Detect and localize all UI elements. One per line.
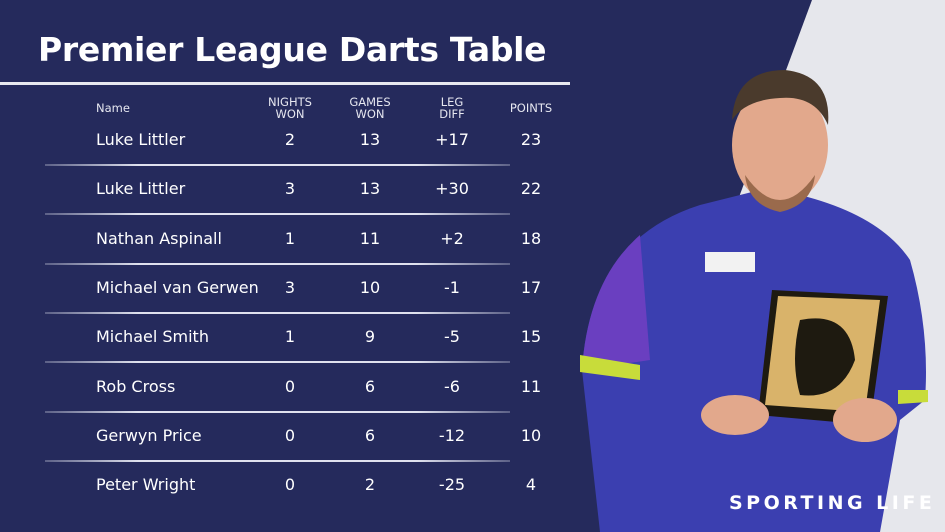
cell-name: Luke Littler (96, 179, 186, 199)
cell-nights: 0 (284, 425, 296, 445)
cell-points: 4 (525, 475, 537, 495)
cell-nights: 0 (284, 475, 296, 495)
cell-nights: 2 (284, 130, 296, 149)
cell-leg: -1 (444, 277, 460, 297)
row-divider (45, 459, 510, 462)
cell-games: 2 (364, 475, 376, 495)
cell-games: 13 (359, 179, 381, 199)
header-leg-line2: DIFF (439, 107, 465, 121)
cell-name: Gerwyn Price (96, 425, 202, 445)
cell-points: 11 (520, 376, 542, 396)
cell-games: 9 (364, 327, 376, 347)
cell-leg: +17 (435, 130, 469, 149)
table-row: Michael Smith 1 9 -5 15 (0, 327, 580, 376)
cell-games: 6 (364, 425, 376, 445)
cell-leg: -12 (438, 425, 466, 445)
header-games-won: GAMES WON (335, 96, 405, 120)
cell-leg: -6 (444, 376, 460, 396)
cell-leg: -25 (438, 475, 466, 495)
cell-name: Nathan Aspinall (96, 228, 222, 248)
cell-nights: 1 (284, 228, 296, 248)
title-underline (0, 82, 570, 85)
cell-points: 15 (520, 327, 542, 347)
cell-leg: -5 (444, 327, 460, 347)
table-row: Michael van Gerwen 3 10 -1 17 (0, 278, 580, 327)
cell-points: 17 (520, 277, 542, 297)
cell-points: 23 (520, 130, 542, 149)
cell-name: Michael van Gerwen (96, 277, 259, 297)
table-row: Gerwyn Price 0 6 -12 10 (0, 426, 580, 475)
cell-name: Rob Cross (96, 376, 176, 396)
header-leg-line1: LEG (440, 95, 464, 109)
row-divider (45, 311, 510, 314)
row-divider (45, 361, 510, 364)
header-nights-line1: NIGHTS (268, 95, 312, 109)
table-row: Rob Cross 0 6 -6 11 (0, 377, 580, 426)
cell-points: 10 (520, 425, 542, 445)
cell-points: 22 (520, 179, 542, 199)
page-title: Premier League Darts Table (38, 30, 547, 69)
row-divider (45, 164, 510, 166)
cell-nights: 3 (284, 179, 296, 199)
header-nights-line2: WON (275, 107, 305, 121)
cell-nights: 0 (284, 376, 296, 396)
header-games-line2: WON (355, 107, 385, 121)
table-row: Luke Littler 3 13 +30 22 (0, 179, 580, 228)
cell-name: Michael Smith (96, 327, 209, 347)
sporting-life-logo: SPORTING LIFE (729, 492, 936, 514)
row-divider (45, 410, 510, 413)
header-leg-diff: LEG DIFF (417, 96, 487, 120)
cell-nights: 1 (284, 327, 296, 347)
cell-name: Luke Littler (96, 130, 186, 149)
table-row: Nathan Aspinall 1 11 +2 18 (0, 229, 580, 278)
cell-games: 10 (359, 277, 381, 297)
cell-name: Peter Wright (96, 475, 196, 495)
header-points: POINTS (509, 101, 553, 115)
row-divider (45, 213, 510, 216)
header-name: Name (96, 101, 130, 115)
cell-leg: +30 (435, 179, 469, 199)
table-row: Peter Wright 0 2 -25 4 (0, 475, 580, 524)
row-divider (45, 262, 510, 265)
cell-points: 18 (520, 228, 542, 248)
cell-games: 6 (364, 376, 376, 396)
cell-games: 13 (359, 130, 381, 149)
table-row: Luke Littler 2 13 +17 23 (0, 130, 580, 179)
cell-leg: +2 (440, 228, 464, 248)
header-nights-won: NIGHTS WON (255, 96, 325, 120)
header-games-line1: GAMES (349, 95, 391, 109)
cell-nights: 3 (284, 277, 296, 297)
cell-games: 11 (359, 228, 381, 248)
